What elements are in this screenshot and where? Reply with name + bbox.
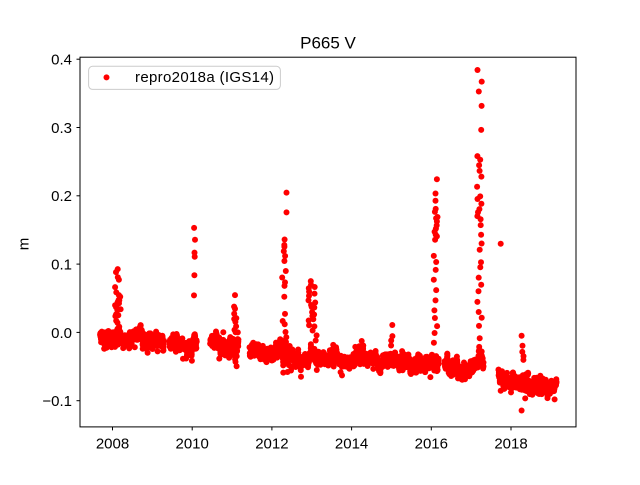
svg-text:0.3: 0.3 <box>51 120 72 137</box>
svg-text:2010: 2010 <box>176 435 209 452</box>
svg-text:P665 V: P665 V <box>300 33 356 52</box>
svg-text:−0.1: −0.1 <box>42 393 72 410</box>
svg-text:0.0: 0.0 <box>51 325 72 342</box>
svg-text:0.2: 0.2 <box>51 188 72 205</box>
svg-text:0.1: 0.1 <box>51 257 72 274</box>
svg-text:2012: 2012 <box>255 435 288 452</box>
svg-text:2018: 2018 <box>494 435 527 452</box>
svg-text:m: m <box>15 238 32 251</box>
svg-text:2008: 2008 <box>96 435 129 452</box>
svg-text:2016: 2016 <box>415 435 448 452</box>
svg-text:2014: 2014 <box>335 435 368 452</box>
svg-text:0.4: 0.4 <box>51 52 72 69</box>
svg-text:repro2018a (IGS14): repro2018a (IGS14) <box>135 69 274 86</box>
